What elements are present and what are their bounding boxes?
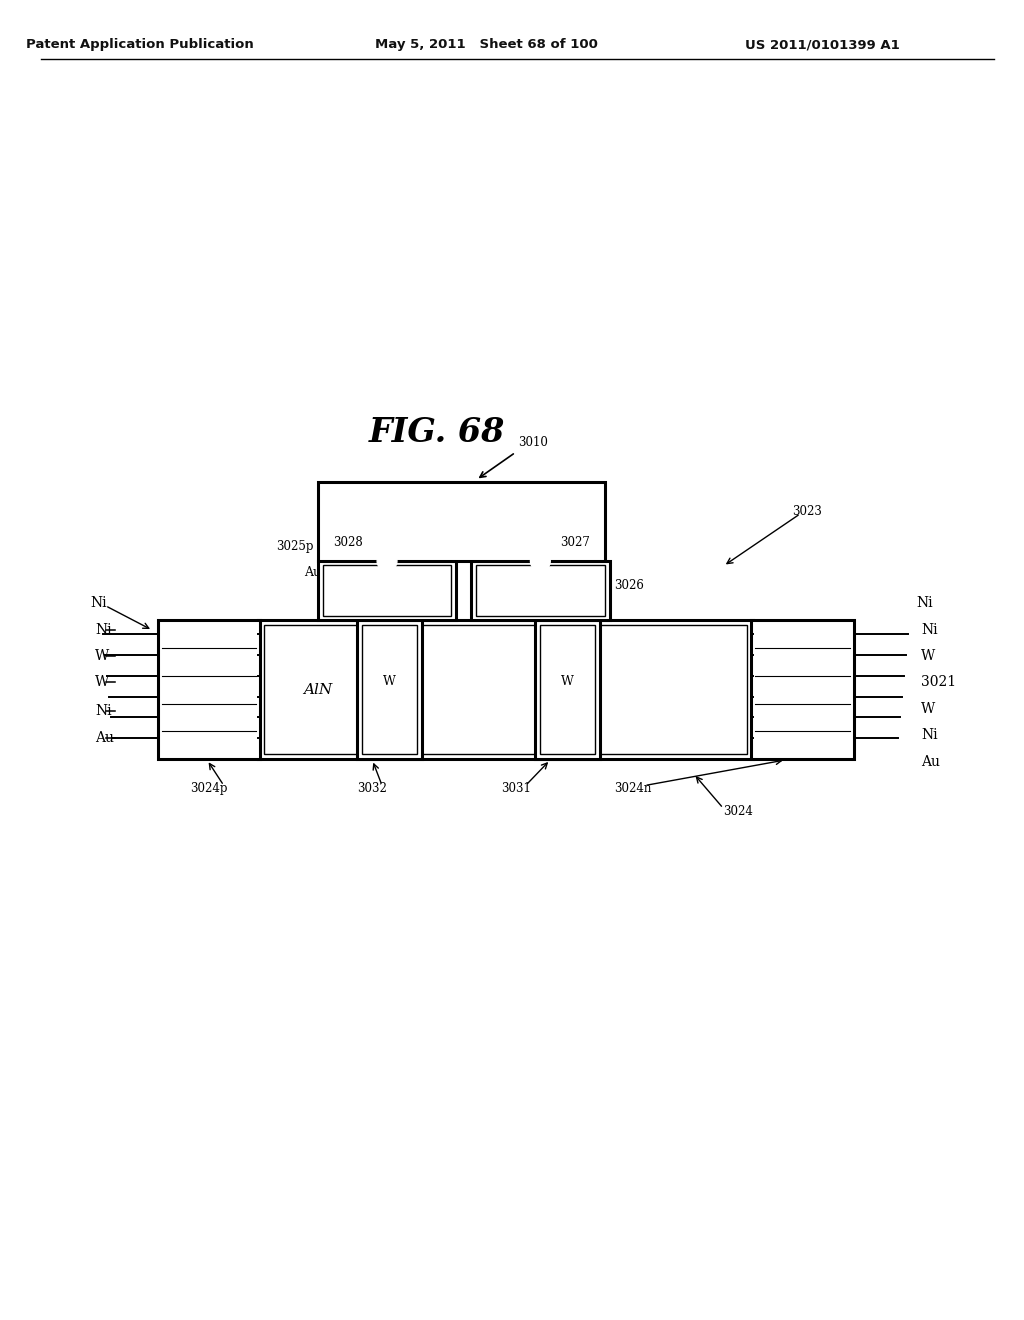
Text: 3024n: 3024n (613, 781, 651, 795)
Bar (536, 620, 600, 759)
Text: Au: Au (304, 566, 321, 579)
Text: W: W (95, 649, 110, 663)
Bar (317, 561, 457, 620)
Text: 3031: 3031 (501, 781, 530, 795)
Bar (541, 626, 595, 754)
Text: W: W (922, 702, 935, 717)
Text: 3021: 3021 (922, 675, 956, 689)
Text: 3025p: 3025p (276, 540, 313, 553)
Text: 3025n: 3025n (553, 540, 591, 553)
Text: US 2011/0101399 A1: US 2011/0101399 A1 (744, 38, 900, 51)
Text: Au: Au (563, 566, 581, 579)
Text: Ni: Ni (95, 705, 112, 718)
Text: Au: Au (922, 755, 940, 768)
Bar (476, 565, 604, 616)
Text: W: W (922, 649, 935, 663)
Circle shape (377, 552, 397, 572)
Text: W: W (95, 675, 110, 689)
Text: W: W (383, 676, 395, 688)
Text: Ni: Ni (95, 623, 112, 638)
Text: 3010: 3010 (518, 437, 549, 449)
Bar (317, 482, 604, 561)
Bar (357, 620, 422, 759)
Text: AlN: AlN (303, 682, 333, 697)
Bar (471, 561, 609, 620)
Bar (362, 626, 417, 754)
Bar (158, 620, 260, 759)
Text: 3024: 3024 (723, 805, 754, 818)
Text: 3027: 3027 (560, 536, 590, 549)
Text: May 5, 2011   Sheet 68 of 100: May 5, 2011 Sheet 68 of 100 (375, 38, 597, 51)
Bar (751, 620, 854, 759)
Text: Au: Au (95, 731, 115, 744)
Text: 3026: 3026 (614, 579, 644, 593)
Text: Ni: Ni (922, 729, 938, 742)
Text: 3032: 3032 (357, 781, 387, 795)
Text: W: W (560, 676, 573, 688)
Circle shape (530, 552, 550, 572)
Text: FIG. 68: FIG. 68 (369, 416, 505, 449)
Bar (264, 626, 748, 754)
Text: Ni: Ni (916, 595, 933, 610)
Bar (258, 620, 753, 759)
Bar (323, 565, 452, 616)
Text: Ni: Ni (90, 595, 106, 610)
Text: Ni: Ni (922, 623, 938, 638)
Text: 3028: 3028 (333, 536, 362, 549)
Text: 3023: 3023 (793, 506, 822, 519)
Text: Patent Application Publication: Patent Application Publication (26, 38, 254, 51)
Text: 3024p: 3024p (190, 781, 227, 795)
